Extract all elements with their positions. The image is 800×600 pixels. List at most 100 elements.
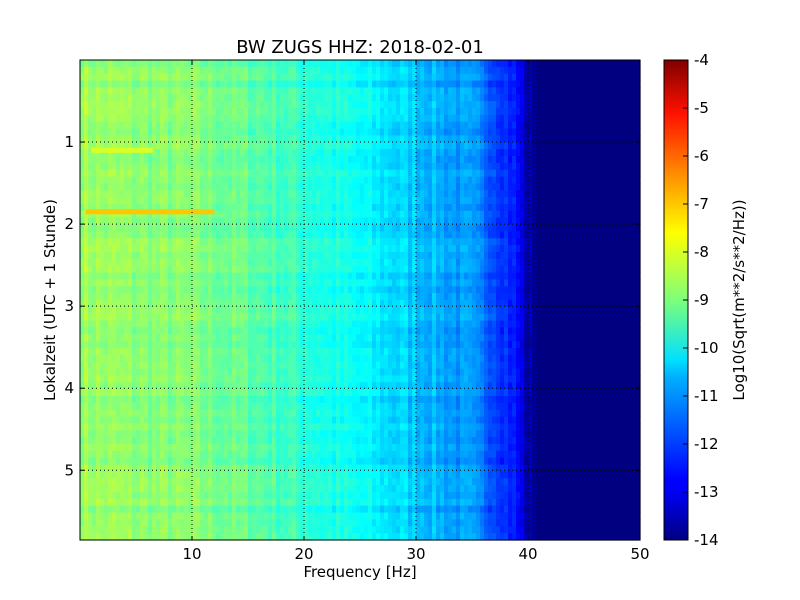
heatmap-cell: [492, 286, 497, 294]
heatmap-cell: [160, 238, 165, 246]
heatmap-cell: [268, 224, 273, 233]
heatmap-cell: [352, 169, 357, 178]
heatmap-cell: [300, 293, 305, 301]
heatmap-cell: [204, 73, 209, 82]
heatmap-cell: [152, 224, 157, 233]
heatmap-cell: [132, 128, 137, 137]
heatmap-cell: [308, 80, 313, 89]
heatmap-cell: [416, 156, 421, 164]
heatmap-cell: [124, 258, 129, 267]
heatmap-cell: [428, 87, 433, 95]
heatmap-cell: [92, 279, 97, 287]
heatmap-cell: [324, 162, 329, 171]
heatmap-cell: [396, 94, 401, 102]
heatmap-cell: [152, 149, 157, 157]
heatmap-cell: [240, 210, 245, 219]
heatmap-cell: [444, 238, 449, 246]
heatmap-cell: [356, 258, 361, 267]
heatmap-cell: [228, 190, 233, 198]
heatmap-cell: [268, 183, 273, 191]
heatmap-cell: [192, 149, 197, 157]
heatmap-cell: [208, 142, 213, 150]
heatmap-cell: [324, 176, 329, 185]
heatmap-cell: [556, 101, 561, 109]
heatmap-cell: [260, 252, 265, 260]
heatmap-cell: [592, 135, 597, 143]
heatmap-cell: [512, 286, 517, 294]
heatmap-cell: [108, 217, 113, 226]
heatmap-cell: [488, 87, 493, 95]
heatmap-cell: [380, 293, 385, 301]
heatmap-cell: [280, 101, 285, 109]
heatmap-cell: [616, 66, 621, 75]
heatmap-cell: [632, 210, 637, 219]
heatmap-cell: [248, 279, 253, 287]
heatmap-cell: [540, 258, 545, 267]
heatmap-cell: [504, 114, 509, 123]
heatmap-cell: [148, 231, 153, 239]
heatmap-cell: [468, 162, 473, 171]
heatmap-cell: [108, 265, 113, 274]
heatmap-cell: [112, 286, 117, 294]
heatmap-cell: [272, 258, 277, 267]
heatmap-cell: [212, 224, 217, 233]
heatmap-cell: [256, 286, 261, 294]
heatmap-cell: [192, 80, 197, 89]
heatmap-cell: [564, 169, 569, 178]
heatmap-cell: [428, 265, 433, 274]
heatmap-cell: [412, 142, 417, 150]
heatmap-cell: [368, 156, 373, 164]
heatmap-cell: [192, 258, 197, 267]
heatmap-cell: [612, 121, 617, 130]
heatmap-cell: [264, 286, 269, 294]
heatmap-cell: [600, 156, 605, 164]
heatmap-cell: [120, 114, 125, 123]
heatmap-cell: [92, 224, 97, 233]
heatmap-cell: [196, 238, 201, 246]
heatmap-cell: [132, 231, 137, 239]
heatmap-cell: [232, 128, 237, 137]
heatmap-cell: [400, 231, 405, 239]
heatmap-cell: [568, 101, 573, 109]
heatmap-cell: [216, 87, 221, 95]
heatmap-cell: [428, 108, 433, 116]
heatmap-cell: [528, 210, 533, 219]
heatmap-cell: [244, 176, 249, 185]
heatmap-cell: [448, 128, 453, 137]
heatmap-cell: [628, 94, 633, 102]
heatmap-cell: [240, 94, 245, 102]
heatmap-cell: [576, 293, 581, 301]
heatmap-cell: [484, 293, 489, 301]
heatmap-cell: [172, 183, 177, 191]
heatmap-cell: [612, 87, 617, 95]
heatmap-cell: [624, 217, 629, 226]
heatmap-cell: [160, 101, 165, 109]
heatmap-cell: [456, 162, 461, 171]
heatmap-cell: [316, 121, 321, 130]
heatmap-cell: [144, 128, 149, 137]
heatmap-cell: [116, 183, 121, 191]
heatmap-cell: [228, 258, 233, 267]
heatmap-cell: [300, 217, 305, 226]
heatmap-cell: [84, 217, 89, 226]
heatmap-cell: [612, 272, 617, 281]
heatmap-cell: [324, 108, 329, 116]
heatmap-cell: [588, 162, 593, 171]
heatmap-cell: [488, 149, 493, 157]
heatmap-cell: [196, 73, 201, 82]
heatmap-cell: [556, 217, 561, 226]
heatmap-cell: [300, 66, 305, 75]
heatmap-cell: [560, 80, 565, 89]
heatmap-cell: [104, 162, 109, 171]
heatmap-cell: [472, 272, 477, 281]
heatmap-cell: [232, 190, 237, 198]
heatmap-cell: [512, 279, 517, 287]
heatmap-cell: [600, 101, 605, 109]
heatmap-cell: [448, 204, 453, 212]
heatmap-cell: [360, 114, 365, 123]
heatmap-cell: [244, 279, 249, 287]
heatmap-cell: [248, 231, 253, 239]
heatmap-cell: [280, 169, 285, 178]
heatmap-cell: [288, 142, 293, 150]
heatmap-cell: [556, 87, 561, 95]
